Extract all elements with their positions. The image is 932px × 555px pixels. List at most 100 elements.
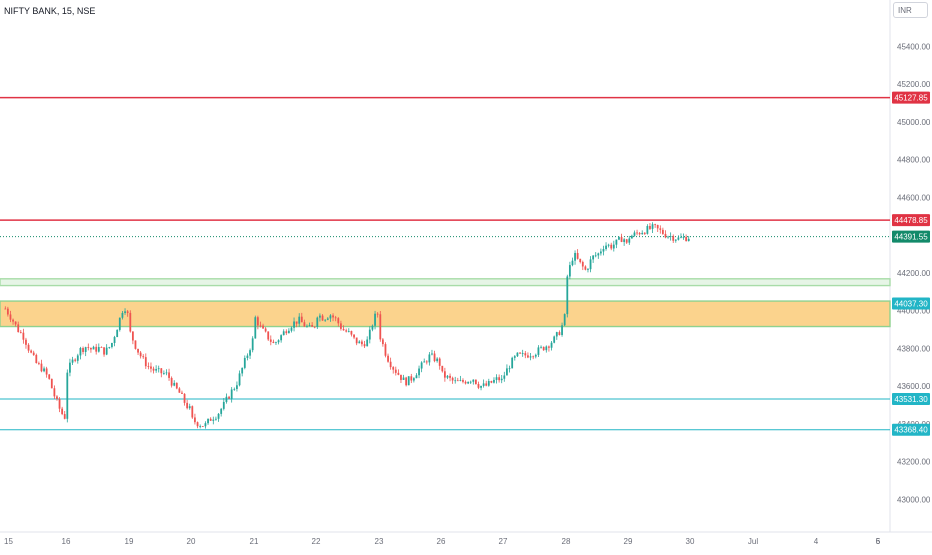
- candle-body: [267, 331, 270, 340]
- candle-body: [347, 331, 350, 332]
- candle-body: [602, 249, 605, 252]
- x-tick-label: 21: [250, 537, 259, 546]
- candle-body: [669, 236, 672, 237]
- price-label-box: [892, 392, 930, 405]
- candle-body: [196, 422, 199, 427]
- candle-body: [316, 317, 319, 327]
- candle-body: [311, 325, 314, 327]
- candle-body: [605, 245, 607, 250]
- candle-body: [27, 344, 30, 351]
- candle-body: [636, 232, 638, 234]
- candle-body: [194, 417, 196, 423]
- candle-body: [550, 342, 553, 348]
- candle-body: [638, 233, 641, 235]
- candle-body: [264, 328, 267, 332]
- y-tick-label: 45000.00: [897, 118, 931, 127]
- candle-body: [92, 346, 95, 350]
- currency-selector[interactable]: INR: [893, 2, 928, 18]
- candle-body: [558, 332, 561, 335]
- candle-body: [74, 359, 77, 361]
- candle-body: [495, 377, 498, 380]
- candle-body: [254, 317, 257, 339]
- candle-body: [384, 344, 387, 356]
- candle-body: [618, 237, 620, 240]
- candle-body: [674, 239, 677, 241]
- candle-body: [147, 366, 150, 368]
- candle-body: [587, 269, 589, 270]
- candle-body: [186, 402, 189, 409]
- candle-body: [139, 352, 142, 357]
- candle-body: [178, 388, 181, 393]
- candle-body: [503, 375, 506, 379]
- candle-body: [477, 384, 480, 388]
- candle-body: [262, 325, 264, 329]
- x-tick-label: 16: [62, 537, 71, 546]
- price-label-text: 44037.30: [894, 299, 928, 308]
- x-tick-label: 4: [814, 537, 819, 546]
- candle-body: [228, 396, 230, 399]
- candle-body: [66, 372, 69, 419]
- candle-body: [87, 347, 90, 348]
- candle-body: [129, 312, 132, 332]
- candle-body: [508, 368, 511, 370]
- candle-body: [418, 368, 420, 376]
- candle-body: [22, 332, 25, 340]
- candle-body: [324, 319, 327, 321]
- candle-body: [215, 418, 217, 420]
- price-label-box: [892, 230, 930, 243]
- candle-body: [623, 239, 626, 242]
- y-tick-label: 45200.00: [897, 80, 931, 89]
- candle-body: [397, 372, 400, 375]
- candle-body: [50, 378, 53, 389]
- candle-body: [374, 313, 376, 326]
- candle-body: [243, 357, 246, 368]
- candle-body: [584, 266, 587, 270]
- candle-body: [451, 377, 454, 381]
- candle-body: [225, 396, 228, 402]
- candle-body: [649, 226, 651, 229]
- candle-body: [306, 325, 308, 327]
- candle-body: [76, 355, 79, 361]
- candle-body: [563, 314, 566, 326]
- candle-body: [469, 381, 472, 383]
- candle-body: [321, 315, 324, 321]
- candle-body: [345, 330, 348, 332]
- candle-body: [124, 311, 126, 313]
- candle-body: [199, 426, 202, 427]
- candle-body: [524, 353, 527, 356]
- candle-body: [443, 371, 446, 378]
- candle-body: [363, 344, 366, 347]
- y-tick-label: 44000.00: [897, 307, 931, 316]
- candle-body: [160, 368, 163, 374]
- price-label-box: [892, 423, 930, 436]
- candle-body: [6, 308, 9, 315]
- candle-body: [251, 338, 254, 351]
- candle-body: [217, 413, 220, 419]
- candle-body: [201, 426, 204, 427]
- candle-body: [630, 235, 633, 239]
- candle-body: [537, 347, 540, 355]
- candle-body: [628, 238, 631, 243]
- candle-body: [464, 381, 467, 384]
- price-label-text: 44478.85: [894, 216, 928, 225]
- candle-body: [353, 334, 355, 338]
- candle-body: [438, 358, 441, 366]
- x-tick-label: 15: [4, 537, 13, 546]
- candle-body: [308, 325, 311, 326]
- candle-body: [188, 406, 191, 409]
- candle-body: [63, 414, 66, 419]
- candle-body: [144, 357, 147, 367]
- candle-body: [490, 381, 493, 383]
- candle-body: [90, 347, 92, 350]
- candle-body: [326, 318, 329, 320]
- y-tick-label: 43800.00: [897, 344, 931, 353]
- price-label-text: 43368.40: [894, 426, 928, 435]
- candle-body: [646, 226, 649, 234]
- candle-body: [446, 375, 449, 378]
- candle-body: [519, 352, 521, 354]
- candle-body: [259, 325, 262, 327]
- candle-body: [480, 385, 482, 388]
- symbol-title: NIFTY BANK, 15, NSE: [4, 6, 96, 16]
